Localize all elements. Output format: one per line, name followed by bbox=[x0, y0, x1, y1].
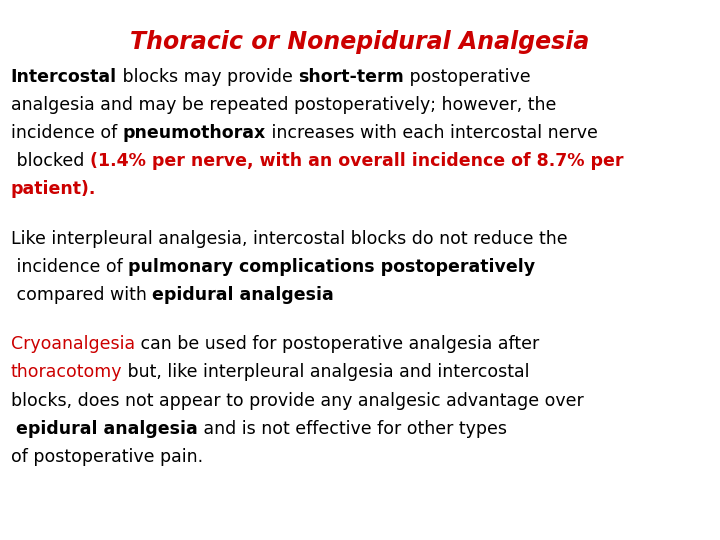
Text: can be used for postoperative analgesia after: can be used for postoperative analgesia … bbox=[135, 335, 539, 353]
Text: thoracotomy: thoracotomy bbox=[11, 363, 122, 381]
Text: short-term: short-term bbox=[298, 68, 404, 85]
Text: blocked: blocked bbox=[11, 152, 90, 170]
Text: epidural analgesia: epidural analgesia bbox=[17, 420, 198, 437]
Text: blocks may provide: blocks may provide bbox=[117, 68, 298, 85]
Text: compared with: compared with bbox=[11, 286, 152, 303]
Text: of postoperative pain.: of postoperative pain. bbox=[11, 448, 203, 465]
Text: incidence of: incidence of bbox=[11, 124, 122, 141]
Text: epidural analgesia: epidural analgesia bbox=[152, 286, 334, 303]
Text: Cryoanalgesia: Cryoanalgesia bbox=[11, 335, 135, 353]
Text: increases with each intercostal nerve: increases with each intercostal nerve bbox=[266, 124, 598, 141]
Text: postoperative: postoperative bbox=[404, 68, 531, 85]
Text: but, like interpleural analgesia and intercostal: but, like interpleural analgesia and int… bbox=[122, 363, 530, 381]
Text: incidence of: incidence of bbox=[11, 258, 128, 275]
Text: and is not effective for other types: and is not effective for other types bbox=[198, 420, 507, 437]
Text: pneumothorax: pneumothorax bbox=[122, 124, 266, 141]
Text: Thoracic or Nonepidural Analgesia: Thoracic or Nonepidural Analgesia bbox=[130, 30, 590, 53]
Text: pulmonary complications postoperatively: pulmonary complications postoperatively bbox=[128, 258, 535, 275]
Text: Like interpleural analgesia, intercostal blocks do not reduce the: Like interpleural analgesia, intercostal… bbox=[11, 230, 567, 247]
Text: Intercostal: Intercostal bbox=[11, 68, 117, 85]
Text: analgesia and may be repeated postoperatively; however, the: analgesia and may be repeated postoperat… bbox=[11, 96, 556, 113]
Text: patient).: patient). bbox=[11, 180, 96, 198]
Text: blocks, does not appear to provide any analgesic advantage over: blocks, does not appear to provide any a… bbox=[11, 392, 583, 409]
Text: (1.4% per nerve, with an overall incidence of 8.7% per: (1.4% per nerve, with an overall inciden… bbox=[90, 152, 624, 170]
